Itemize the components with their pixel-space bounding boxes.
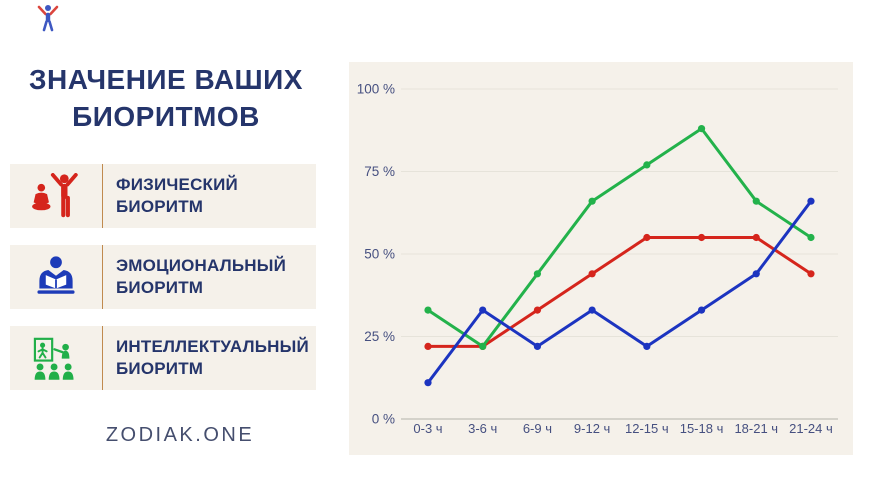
series-line [426, 127, 813, 348]
brand-text: ZODIAK.ONE [105, 424, 255, 446]
data-point [479, 342, 487, 350]
series-line [426, 236, 813, 348]
legend-label-physical: ФИЗИЧЕСКИЙ БИОРИТМ [116, 174, 238, 216]
x-tick-label: 18-21 ч [734, 421, 778, 436]
emotional-icon-box [10, 245, 102, 309]
series-line [426, 199, 813, 385]
data-point [807, 197, 815, 205]
data-point [752, 233, 760, 242]
card-divider [102, 164, 103, 228]
person-arms-raised-icon [37, 5, 59, 32]
y-tick-label: 25 % [364, 329, 395, 344]
y-tick-label: 100 % [357, 82, 395, 97]
biorhythm-chart-panel: 0 % 25 % 50 % 75 % 100 % 0-3 ч 3-6 ч 6-9 ч 9-12 … [349, 62, 853, 455]
data-point [588, 197, 596, 205]
presentation-group-icon [33, 337, 74, 380]
data-point [752, 197, 760, 205]
intellectual-icon-box [10, 326, 102, 390]
data-point [752, 270, 760, 278]
legend-card-physical: ФИЗИЧЕСКИЙ БИОРИТМ [10, 164, 316, 228]
data-point [533, 306, 542, 314]
data-point [479, 306, 487, 314]
data-point [643, 342, 651, 350]
x-tick-label: 6-9 ч [523, 421, 552, 436]
data-point [588, 270, 596, 278]
x-tick-label: 15-18 ч [680, 421, 724, 436]
data-point [643, 233, 651, 242]
data-point [424, 379, 432, 387]
data-point [697, 233, 706, 242]
data-point [533, 342, 542, 350]
person-reading-icon [37, 256, 75, 294]
x-tick-label: 21-24 ч [789, 421, 833, 436]
data-point [643, 161, 651, 169]
y-tick-label: 0 % [372, 412, 395, 427]
card-divider [102, 326, 103, 390]
y-tick-label: 50 % [364, 247, 395, 262]
physical-icon-box [10, 164, 102, 228]
data-point [807, 270, 815, 278]
x-tick-label: 3-6 ч [468, 421, 497, 436]
x-tick-label: 12-15 ч [625, 421, 669, 436]
data-point [533, 270, 542, 278]
card-divider [102, 245, 103, 309]
data-point [424, 342, 432, 350]
data-point [697, 306, 706, 314]
data-point [807, 233, 815, 242]
legend-card-emotional: ЭМОЦИОНАЛЬНЫЙ БИОРИТМ [10, 245, 316, 309]
exercise-figures-icon [32, 173, 78, 218]
data-point [424, 306, 432, 314]
data-point [588, 306, 596, 314]
x-tick-label: 0-3 ч [413, 421, 442, 436]
page-title: ЗНАЧЕНИЕ ВАШИХ БИОРИТМОВ [29, 64, 303, 132]
legend-label-intellectual: ИНТЕЛЛЕКТУАЛЬНЫЙ БИОРИТМ [116, 336, 309, 378]
legend-card-intellectual: ИНТЕЛЛЕКТУАЛЬНЫЙ БИОРИТМ [10, 326, 316, 390]
legend-label-emotional: ЭМОЦИОНАЛЬНЫЙ БИОРИТМ [116, 255, 286, 297]
x-tick-label: 9-12 ч [574, 421, 610, 436]
y-tick-label: 75 % [364, 164, 395, 179]
data-point [697, 125, 706, 133]
biorhythm-line-chart: 0 % 25 % 50 % 75 % 100 % 0-3 ч 3-6 ч 6-9 ч 9-12 … [357, 82, 838, 436]
